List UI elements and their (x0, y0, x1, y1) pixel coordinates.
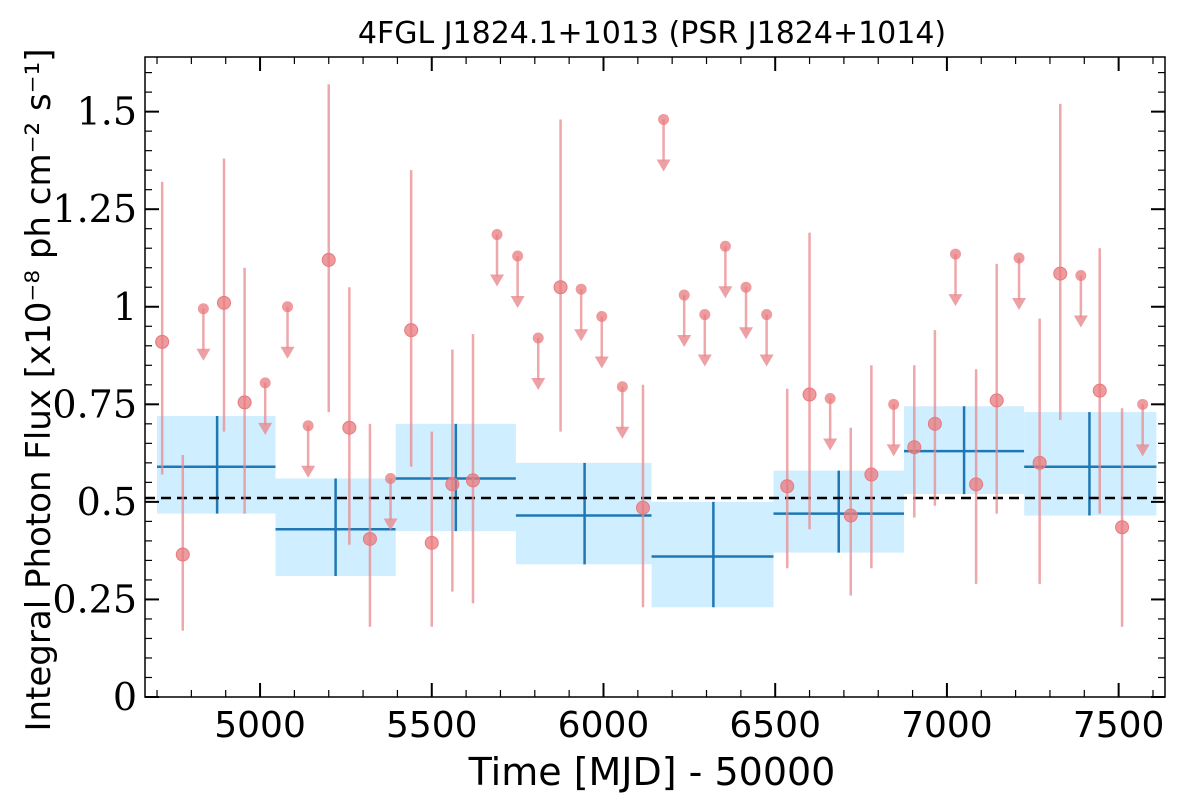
upper-limit-arrow (656, 159, 671, 172)
x-axis-label: Time [MJD] - 50000 (468, 750, 836, 794)
y-tick-label: 1.25 (52, 187, 137, 231)
upper-limit-point (532, 332, 544, 344)
upper-limit-arrow (531, 377, 546, 390)
upper-limit-arrow (574, 329, 589, 342)
upper-limit-arrow (280, 346, 295, 359)
upper-limit-point (1013, 252, 1025, 264)
upper-limit-arrow (718, 286, 733, 299)
detection-point (404, 323, 419, 338)
plot-frame (144, 56, 1166, 698)
upper-limit-point (1137, 398, 1149, 410)
upper-limit-arrow (490, 274, 505, 287)
detection-point (321, 252, 336, 267)
detection-point (989, 393, 1004, 408)
detection-point (424, 535, 439, 550)
upper-limit-point (761, 309, 773, 321)
detection-point (927, 416, 942, 431)
x-tick-label: 7000 (901, 705, 993, 746)
upper-limit-point (197, 303, 209, 315)
upper-limit-point (1075, 270, 1087, 282)
axes-layer: 5000 5500 6000 6500 7000 7500 0 0.25 0.5 0.75 1 1.2… (52, 56, 1166, 746)
detection-point (1053, 266, 1068, 281)
y-axis-label: Integral Photon Flux [x10⁻⁸ ph cm⁻² s⁻¹] (19, 48, 59, 731)
upper-limit-arrow (301, 465, 316, 478)
upper-limit-point (658, 113, 670, 125)
upper-limit-arrow (510, 296, 525, 309)
upper-limit-point (512, 250, 524, 262)
detection-point (342, 420, 357, 435)
upper-limit-point (824, 392, 836, 404)
detection-point (1032, 455, 1047, 470)
errorbar-layer (160, 84, 1150, 631)
upper-limit-point (699, 309, 711, 321)
detection-point (1115, 520, 1130, 535)
upper-limit-point (616, 381, 628, 393)
upper-limit-arrow (697, 354, 712, 367)
upper-limit-point (678, 289, 690, 301)
detection-point (216, 295, 231, 310)
upper-limit-arrow (1012, 297, 1027, 310)
upper-limit-arrow (1073, 315, 1088, 328)
upper-limit-point (575, 283, 587, 295)
data-points-layer (155, 113, 1149, 562)
upper-limit-arrow (383, 518, 398, 531)
detection-point (175, 547, 190, 562)
upper-limit-point (740, 281, 752, 293)
upper-limit-arrow (196, 348, 211, 361)
detection-point (969, 477, 984, 492)
upper-limit-point (282, 301, 294, 313)
upper-limit-arrow (948, 294, 963, 307)
detection-point (237, 395, 252, 410)
y-tick-label: 1.5 (77, 90, 137, 134)
upper-limit-point (259, 377, 271, 389)
upper-limit-arrow (759, 354, 774, 367)
upper-limit-point (596, 311, 608, 323)
upper-limit-arrow (258, 422, 273, 435)
y-tick-label: 0.75 (52, 382, 137, 426)
detection-point (362, 531, 377, 546)
upper-limit-arrow (615, 426, 630, 439)
upper-limit-arrow (594, 356, 609, 369)
upper-limit-arrow (739, 327, 754, 340)
detection-point (864, 467, 879, 482)
x-tick-label: 6500 (729, 705, 821, 746)
detection-point (553, 280, 568, 295)
upper-limit-point (302, 420, 314, 432)
y-tick-label: 0.25 (52, 577, 137, 621)
detection-point (907, 440, 922, 455)
x-tick-label: 5500 (386, 705, 478, 746)
detection-point (780, 479, 795, 494)
upper-limit-arrow (677, 335, 692, 348)
y-tick-label: 0 (113, 675, 137, 719)
binned-flux-layer (157, 406, 1157, 608)
x-tick-label: 6000 (558, 705, 650, 746)
upper-limit-point (719, 240, 731, 252)
chart-title: 4FGL J1824.1+1013 (PSR J1824+1014) (358, 16, 946, 51)
upper-limit-point (385, 472, 397, 484)
y-tick-label: 1 (113, 285, 137, 329)
x-tick-label: 7500 (1073, 705, 1165, 746)
upper-limit-point (491, 229, 503, 241)
detection-point (155, 334, 170, 349)
upper-limit-arrow (1135, 444, 1150, 457)
upper-limit-arrow (886, 444, 901, 457)
x-tick-label: 5000 (214, 705, 306, 746)
detection-point (445, 477, 460, 492)
upper-limit-point (888, 398, 900, 410)
detection-point (802, 387, 817, 402)
detection-point (843, 508, 858, 523)
upper-limit-arrow (823, 438, 838, 451)
y-tick-label: 0.5 (77, 480, 137, 524)
detection-point (635, 500, 650, 515)
detection-point (465, 473, 480, 488)
upper-limit-point (950, 248, 962, 260)
detection-point (1092, 383, 1107, 398)
